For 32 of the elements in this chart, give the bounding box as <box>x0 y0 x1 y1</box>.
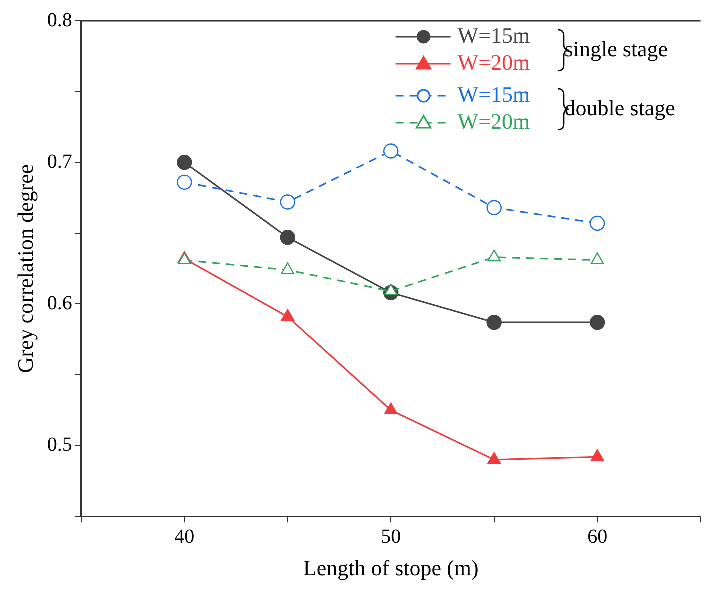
point <box>590 216 606 232</box>
point <box>177 155 192 170</box>
y-tick-label: 0.7 <box>47 150 72 173</box>
annotation: single stage <box>564 36 668 62</box>
y-tick-label: 0.8 <box>47 9 72 32</box>
x-tick-label: 40 <box>174 526 195 548</box>
x-tick-label: 50 <box>381 526 402 548</box>
y-tick-label: 0.5 <box>47 434 72 456</box>
point <box>590 252 604 264</box>
legend-label: W=15m <box>458 82 530 107</box>
point <box>281 262 295 274</box>
legend-label: W=15m <box>458 22 530 48</box>
point <box>384 284 398 296</box>
x-tick-label: 60 <box>588 526 608 548</box>
point <box>384 144 399 159</box>
point <box>590 315 606 330</box>
point <box>177 174 192 190</box>
point <box>486 315 502 330</box>
y-axis-title: Grey correlation degree <box>12 164 38 374</box>
point <box>488 250 501 262</box>
point <box>280 194 296 210</box>
point <box>384 402 398 414</box>
point <box>280 230 296 246</box>
x-axis-title: Length of stope (m) <box>303 556 479 581</box>
legend-label: W=20m <box>458 108 530 134</box>
legend-label: W=20m <box>458 50 530 75</box>
y-tick-label: 0.6 <box>47 292 72 314</box>
point <box>486 200 502 216</box>
point <box>488 452 501 464</box>
point <box>590 450 604 462</box>
annotation: double stage <box>564 95 676 120</box>
point <box>281 309 295 322</box>
